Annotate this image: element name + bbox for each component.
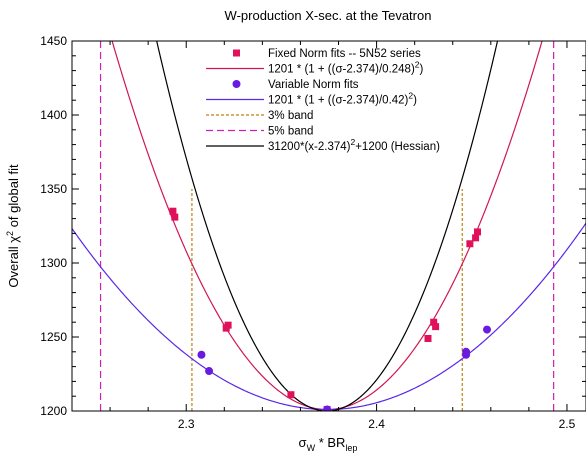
legend-label: Variable Norm fits — [268, 79, 359, 91]
y-axis-label: Overall χ2 of global fit — [5, 164, 21, 288]
x-tick-label: 2.4 — [368, 417, 385, 431]
legend-label: 3% band — [268, 110, 313, 122]
legend-entry: Fixed Norm fits -- 5N52 series — [233, 48, 421, 60]
data-point — [169, 207, 177, 215]
legend-marker — [232, 80, 241, 88]
legend-marker — [233, 49, 240, 57]
data-point — [483, 325, 492, 334]
chart-title: W-production X-sec. at the Tevatron — [225, 8, 432, 23]
legend-entry: 5% band — [206, 126, 313, 138]
legend-label: 31200*(x-2.374)2+1200 (Hessian) — [268, 137, 440, 153]
data-point — [462, 347, 471, 356]
y-tick-label: 1300 — [40, 256, 67, 270]
x-tick-label: 2.3 — [178, 417, 195, 431]
legend-label: 5% band — [268, 126, 313, 138]
x-axis-label: σW * BRlep — [299, 435, 358, 453]
legend-label: 1201 * (1 + ((σ-2.374)/0.42)2) — [268, 91, 417, 107]
data-point — [472, 234, 480, 242]
data-point — [424, 334, 432, 342]
legend-entry: 3% band — [206, 110, 313, 122]
legend-label: 1201 * (1 + ((σ-2.374)/0.248)2) — [268, 60, 424, 76]
y-tick-label: 1250 — [40, 330, 67, 344]
y-tick-label: 1200 — [40, 404, 67, 418]
series-curve — [111, 41, 543, 411]
data-point — [466, 240, 474, 248]
data-point — [171, 213, 179, 221]
hessian-curve — [156, 41, 499, 411]
data-point — [432, 323, 440, 331]
y-tick-label: 1400 — [40, 108, 67, 122]
legend-entry: 1201 * (1 + ((σ-2.374)/0.42)2) — [206, 91, 417, 107]
legend-entry: 1201 * (1 + ((σ-2.374)/0.248)2) — [206, 60, 424, 76]
data-point — [197, 350, 206, 359]
data-point — [473, 228, 481, 236]
legend-label: Fixed Norm fits -- 5N52 series — [268, 48, 421, 60]
plot-area — [72, 41, 586, 411]
y-tick-label: 1350 — [40, 182, 67, 196]
data-point — [224, 321, 232, 329]
data-point — [323, 405, 332, 411]
series-curve — [72, 222, 586, 411]
x-tick-label: 2.5 — [559, 417, 576, 431]
plot-frame — [71, 40, 586, 412]
axes: 2.3 2.4 2.5 1200 1250 1300 1350 1400 1450 — [40, 34, 586, 431]
legend-entry: 31200*(x-2.374)2+1200 (Hessian) — [206, 137, 440, 153]
y-tick-label: 1450 — [40, 34, 67, 48]
data-point — [430, 318, 438, 326]
legend-entry: Variable Norm fits — [232, 79, 359, 91]
data-point — [205, 367, 214, 376]
data-point — [287, 391, 295, 399]
